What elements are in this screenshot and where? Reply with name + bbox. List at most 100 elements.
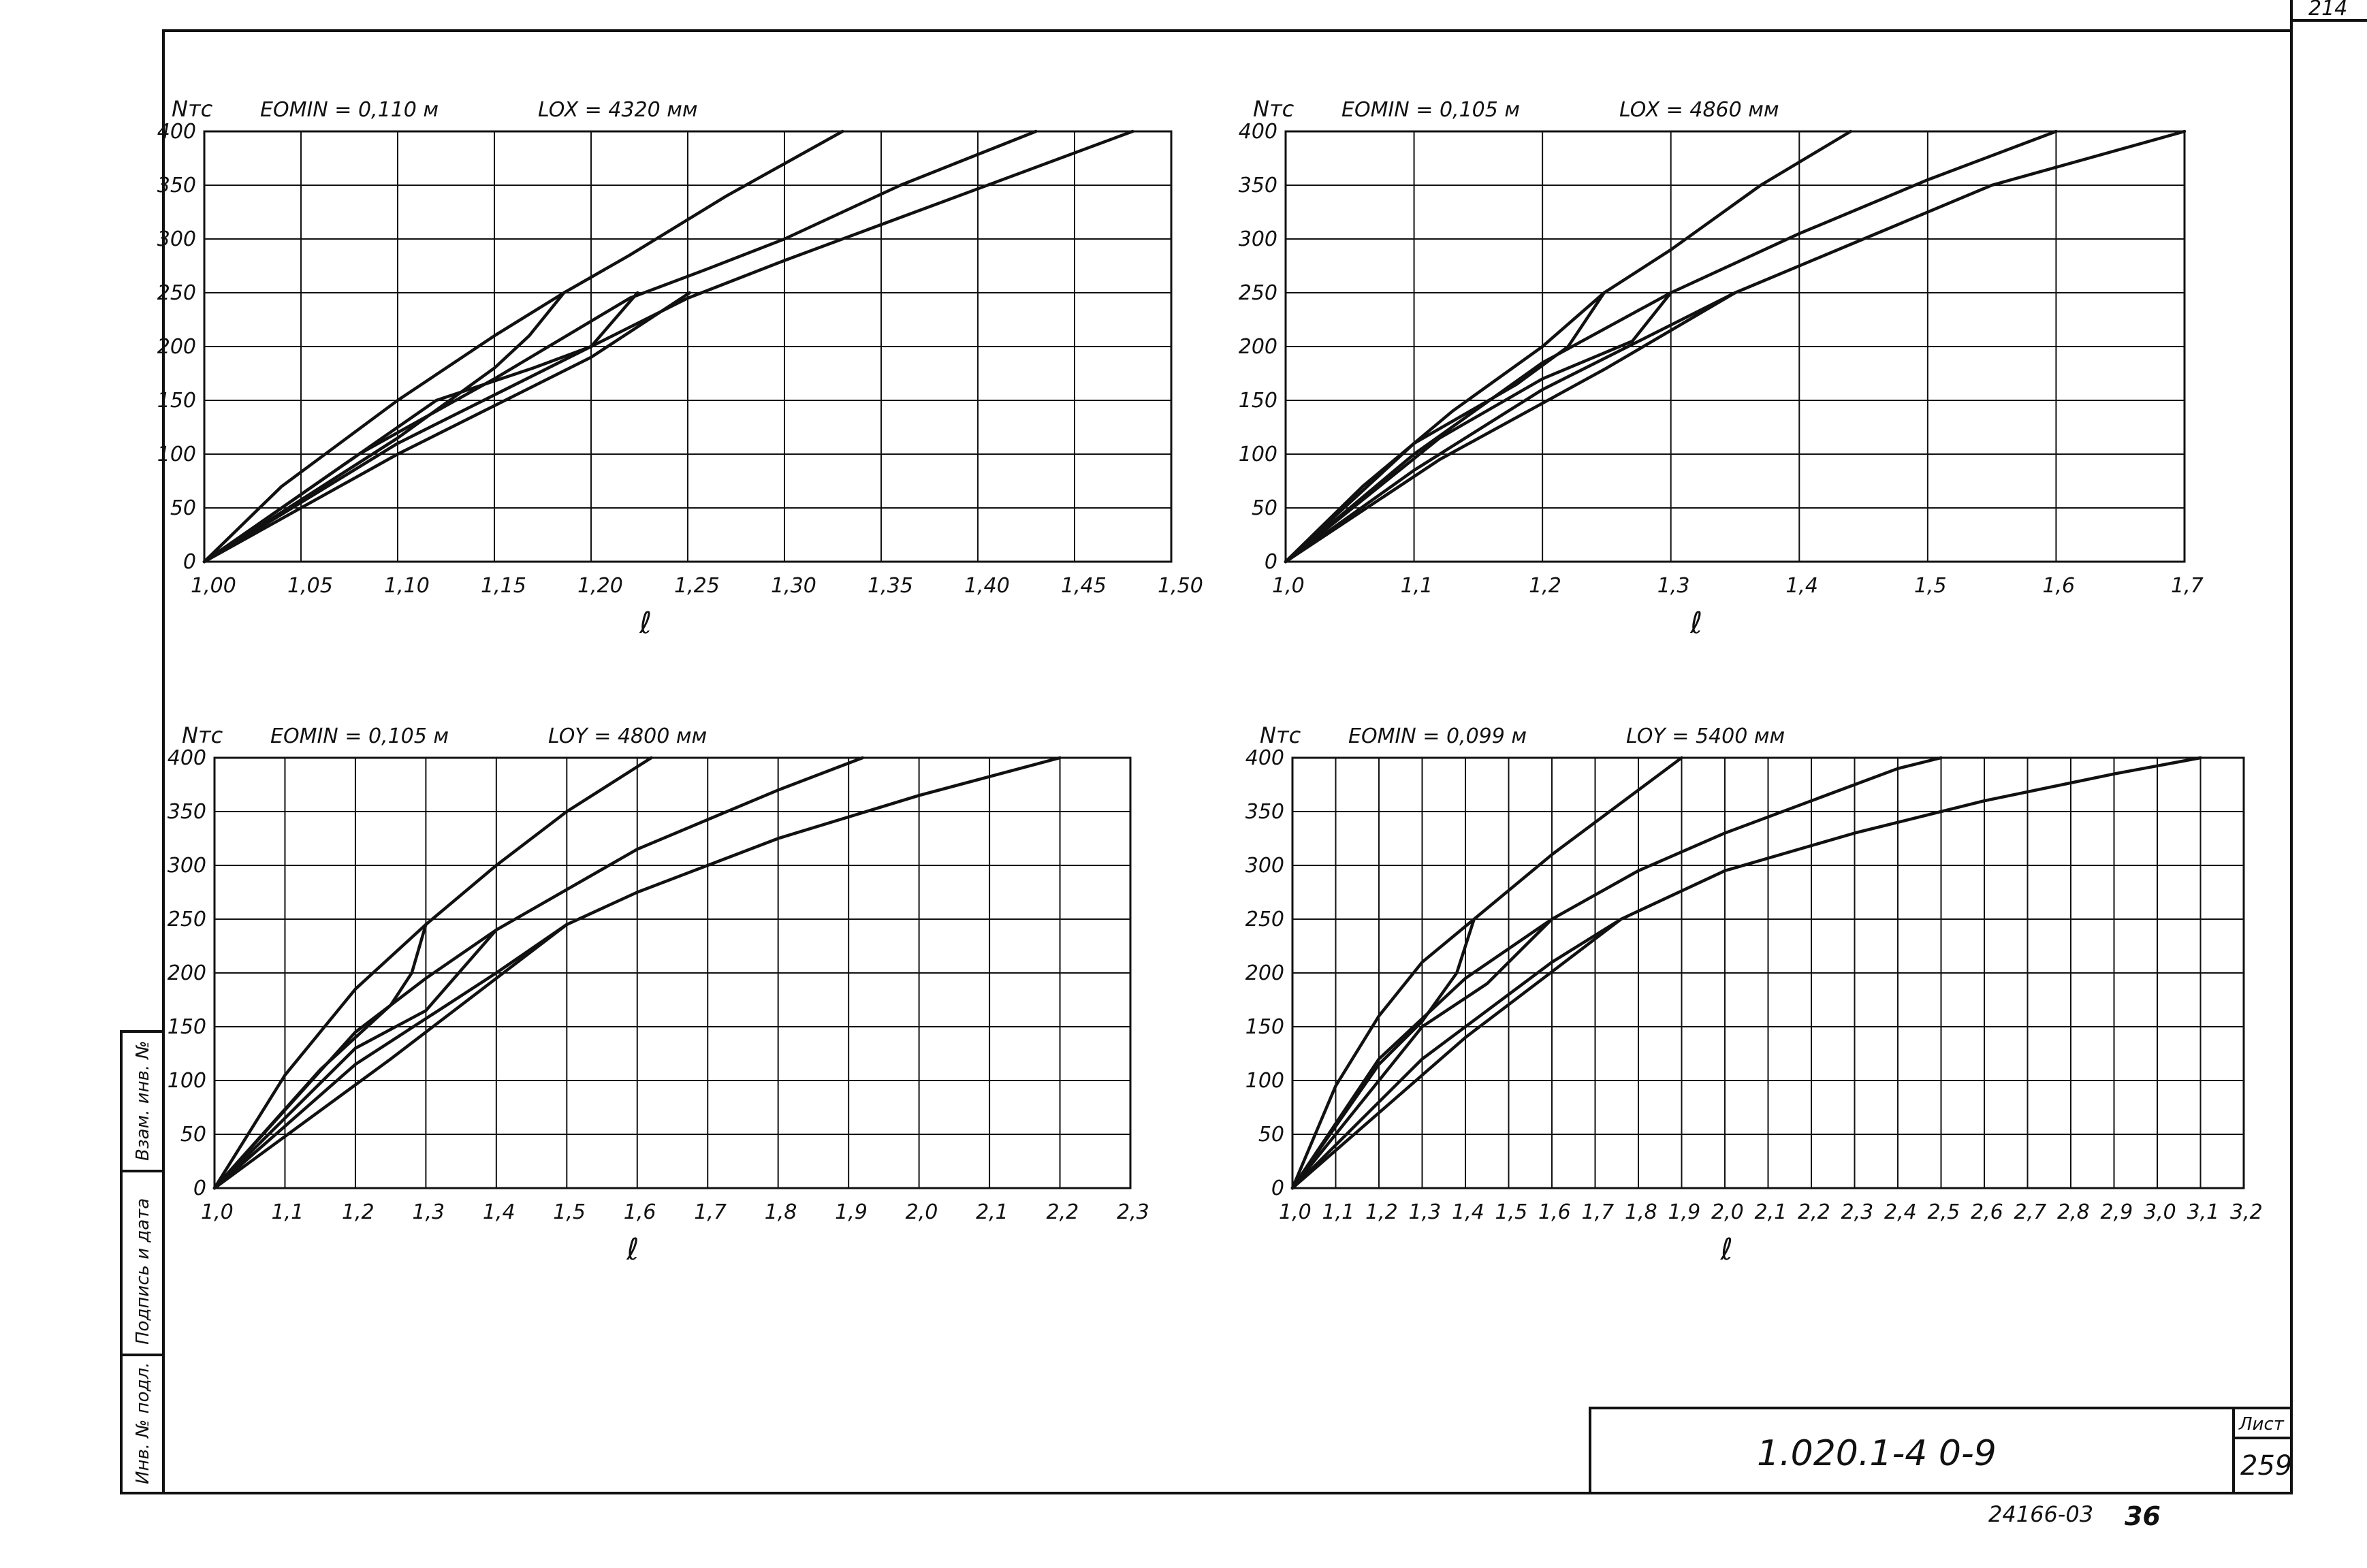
length-label: LOX = 4860 мм — [1619, 98, 1779, 122]
series-line — [1290, 917, 1623, 1190]
x-tick-label: 2,9 — [2101, 1200, 2133, 1224]
side-stamp-signature: Подпись и дата — [133, 1198, 153, 1345]
x-tick-label: 2,1 — [1755, 1200, 1788, 1224]
y-tick-label: 350 — [1245, 800, 1284, 824]
x-tick-label: 1,6 — [1538, 1200, 1571, 1224]
x-tick-label: 1,5 — [553, 1200, 586, 1224]
series-line — [212, 756, 1062, 1190]
series-line — [1290, 756, 2202, 1190]
chart-panel-top-right: 1,0 1,1 1,2 1,3 1,4 1,5 1,6 1,7 0 50 100 150 200 250 3… — [1239, 96, 2204, 641]
x-tick-label: 1,10 — [384, 574, 430, 598]
x-tick-label: 2,7 — [2014, 1200, 2047, 1224]
sheet-number: 259 — [2240, 1450, 2292, 1482]
x-tick-label: 2,0 — [1711, 1200, 1744, 1224]
y-tick-label: 300 — [1245, 854, 1284, 878]
x-tick-label: 1,6 — [2042, 574, 2075, 598]
x-tick-label: 2,3 — [1841, 1200, 1874, 1224]
eomin-label: EOMIN = 0,110 м — [260, 98, 439, 122]
x-tick-label: 1,00 — [191, 574, 236, 598]
y-tick-label: 50 — [180, 1123, 206, 1147]
y-tick-label: 300 — [157, 227, 196, 251]
x-tick-label: 1,5 — [1495, 1200, 1528, 1224]
series-line — [202, 291, 566, 564]
series-line — [1284, 291, 1606, 564]
x-tick-label: 1,1 — [1401, 574, 1433, 598]
x-tick-label: 2,8 — [2057, 1200, 2090, 1224]
corner-number: 214 — [2308, 0, 2347, 20]
series-line — [202, 129, 844, 564]
plot-area-border — [213, 756, 1132, 1189]
series-line — [202, 291, 639, 564]
x-tick-label: 2,4 — [1884, 1200, 1917, 1224]
series-line — [1290, 917, 1476, 1190]
y-tick-label: 350 — [168, 800, 206, 824]
eomin-label: EOMIN = 0,105 м — [270, 724, 449, 748]
title-block-box — [1589, 1407, 2293, 1494]
x-tick-label: 2,5 — [1928, 1200, 1960, 1224]
x-tick-label: 1,9 — [835, 1200, 868, 1224]
y-tick-label: 400 — [157, 120, 196, 144]
x-tick-label: 1,4 — [483, 1200, 515, 1224]
archive-code: 24166-03 — [1988, 1501, 2093, 1527]
series-line — [202, 129, 1038, 564]
x-tick-label: 3,1 — [2187, 1200, 2220, 1224]
y-tick-label: 250 — [1245, 908, 1284, 931]
x-tick-label: 1,0 — [201, 1200, 234, 1224]
x-axis-label: ℓ — [1689, 606, 1702, 641]
x-tick-label: 1,7 — [694, 1200, 727, 1224]
plot-area-border — [1284, 130, 2186, 563]
series-line — [1284, 291, 1737, 564]
y-tick-label: 50 — [1252, 496, 1277, 520]
x-tick-label: 1,2 — [342, 1200, 375, 1224]
drawing-frame — [162, 29, 2293, 1494]
y-tick-label: 150 — [157, 389, 196, 413]
x-tick-label: 2,3 — [1117, 1200, 1149, 1224]
length-label: LOY = 4800 мм — [548, 724, 707, 748]
x-tick-label: 1,4 — [1452, 1200, 1484, 1224]
plot-area-border — [203, 130, 1173, 563]
y-tick-label: 200 — [1239, 335, 1277, 359]
x-tick-label: 1,15 — [481, 574, 526, 598]
y-tick-label: 100 — [168, 1069, 206, 1093]
y-tick-label: 0 — [1271, 1177, 1284, 1200]
y-tick-label: 50 — [170, 496, 196, 520]
y-tick-label: 200 — [157, 335, 196, 359]
chart-panel-top-left: 1,00 1,05 1,10 1,15 1,20 1,25 1,30 1,35 1,40 1,45… — [157, 96, 1203, 641]
y-tick-label: 250 — [168, 908, 206, 931]
y-tick-label: 150 — [168, 1015, 206, 1039]
x-tick-label: 1,2 — [1365, 1200, 1398, 1224]
series-line — [1290, 917, 1554, 1190]
title-block: 1.020.1-4 0-9 Лист 259 — [1589, 1407, 2293, 1494]
series-line — [1284, 129, 1852, 564]
x-tick-label: 1,6 — [624, 1200, 656, 1224]
y-tick-label: 300 — [168, 854, 206, 878]
y-tick-label: 0 — [193, 1177, 206, 1200]
side-stamp-box — [120, 1030, 165, 1494]
chart-panel-bottom-left: 1,0 1,1 1,2 1,3 1,4 1,5 1,6 1,7 1,8 1,9 2,0 2,1 2,2 2… — [168, 722, 1149, 1267]
y-axis-label: Nтс — [172, 96, 213, 122]
y-axis-label: Nтс — [182, 722, 223, 748]
series-line — [1290, 756, 1683, 1190]
y-tick-label: 100 — [1245, 1069, 1284, 1093]
y-tick-label: 50 — [1258, 1123, 1284, 1147]
x-tick-label: 1,35 — [868, 574, 913, 598]
y-tick-label: 400 — [168, 746, 206, 770]
x-tick-label: 1,7 — [1582, 1200, 1615, 1224]
series-line — [1284, 291, 1672, 564]
chart-panel-bottom-right: 1,0 1,1 1,2 1,3 1,4 1,5 1,6 1,7 1,8 1,9 2,0 2,1 2,2 2… — [1245, 722, 2263, 1267]
x-tick-label: 1,3 — [1657, 574, 1690, 598]
drawing-code: 1.020.1-4 0-9 — [1757, 1433, 1997, 1474]
x-tick-label: 1,45 — [1061, 574, 1107, 598]
eomin-label: EOMIN = 0,105 м — [1341, 98, 1520, 122]
x-axis-label: ℓ — [626, 1232, 639, 1267]
x-tick-label: 1,3 — [1409, 1200, 1442, 1224]
y-tick-label: 150 — [1245, 1015, 1284, 1039]
series-line — [1290, 756, 1943, 1190]
y-axis-label: Nтс — [1260, 722, 1301, 748]
eomin-label: EOMIN = 0,099 м — [1348, 724, 1527, 748]
y-tick-label: 250 — [1239, 281, 1277, 305]
y-tick-label: 200 — [168, 961, 206, 985]
series-line — [212, 923, 569, 1190]
x-tick-label: 1,1 — [271, 1200, 304, 1224]
